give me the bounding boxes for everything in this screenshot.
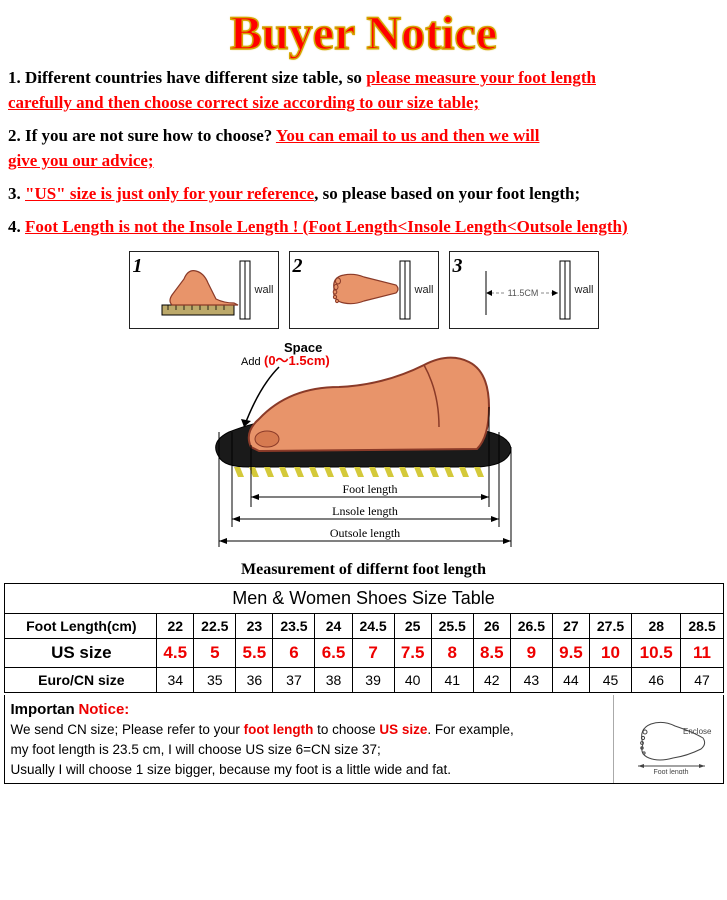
svg-text:11.5CM: 11.5CM xyxy=(507,288,538,298)
size-table: Men & Women Shoes Size Table Foot Length… xyxy=(4,583,724,693)
notice-2b: give you our advice; xyxy=(8,150,719,173)
step-1: 1 wall xyxy=(129,251,279,329)
notice-text: Importan Notice: We send CN size; Please… xyxy=(5,695,613,783)
table-title: Men & Women Shoes Size Table xyxy=(4,583,723,613)
page-title: Buyer Notice xyxy=(0,0,727,65)
step3-icon: 11.5CM xyxy=(474,259,574,321)
notice-1: 1. Different countries have different si… xyxy=(8,67,719,90)
svg-text:Outsole length: Outsole length xyxy=(329,526,399,540)
measurement-diagram: Space Add (0～1.5cm) Foot length Lnsole l… xyxy=(0,337,727,561)
diagram-caption: Measurement of differnt foot length xyxy=(0,561,727,583)
step2-icon xyxy=(314,259,414,321)
infographic-root: Buyer Notice 1. Different countries have… xyxy=(0,0,727,784)
svg-text:Foot length: Foot length xyxy=(653,769,688,774)
notice-3: 3. "US" size is just only for your refer… xyxy=(8,183,719,206)
svg-text:Enclose: Enclose xyxy=(683,727,712,736)
important-notice: Importan Notice: We send CN size; Please… xyxy=(4,695,724,784)
notice-list: 1. Different countries have different si… xyxy=(0,67,727,245)
svg-text:Add: Add xyxy=(241,356,261,368)
step-diagrams: 1 wall 2 wall xyxy=(0,245,727,337)
measurement-svg: Space Add (0～1.5cm) Foot length Lnsole l… xyxy=(189,337,539,557)
step-3: 3 wall 11.5CM xyxy=(449,251,599,329)
row-us-size: US size 4.55 5.56 6.57 7.58 8.59 9.510 1… xyxy=(4,638,723,667)
notice-2: 2. If you are not sure how to choose? Yo… xyxy=(8,125,719,148)
row-euro-size: Euro/CN size 3435 3637 3839 4041 4243 44… xyxy=(4,667,723,692)
svg-text:Lnsole length: Lnsole length xyxy=(332,504,398,518)
enclose-icon: Enclose Foot length xyxy=(613,695,723,783)
notice-1b: carefully and then choose correct size a… xyxy=(8,92,719,115)
notice-4: 4. Foot Length is not the Insole Length … xyxy=(8,216,719,239)
step1-icon xyxy=(154,259,254,321)
row-foot-length: Foot Length(cm) 2222.5 2323.5 2424.5 252… xyxy=(4,613,723,638)
svg-text:Foot length: Foot length xyxy=(342,482,397,496)
step-2: 2 wall xyxy=(289,251,439,329)
svg-text:(0～1.5cm): (0～1.5cm) xyxy=(264,353,330,368)
